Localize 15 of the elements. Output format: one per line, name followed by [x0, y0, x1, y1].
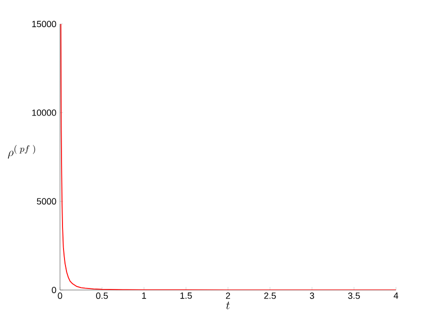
x-tick-label: 0 [58, 292, 62, 299]
x-tick-label: 2.5 [264, 292, 276, 299]
x-tick-label: 4 [394, 292, 398, 299]
x-tick-label: 2 [226, 292, 230, 299]
x-tick-label: 0.5 [96, 292, 108, 299]
y-tick-label: 5000 [36, 198, 56, 205]
x-tick-label: 1.5 [180, 292, 192, 299]
y-axis-title: $\rho^{(\;pf\;)}$ [8, 144, 36, 159]
x-axis-title: $t$ [226, 302, 230, 310]
y-tick-label: 15000 [32, 20, 56, 28]
y-tick-label: 0 [52, 286, 56, 294]
x-tick-label: 3.5 [348, 292, 360, 299]
x-tick-label: 1 [142, 292, 146, 299]
y-tick-label: 10000 [32, 109, 56, 116]
x-tick-label: 3 [310, 292, 314, 299]
